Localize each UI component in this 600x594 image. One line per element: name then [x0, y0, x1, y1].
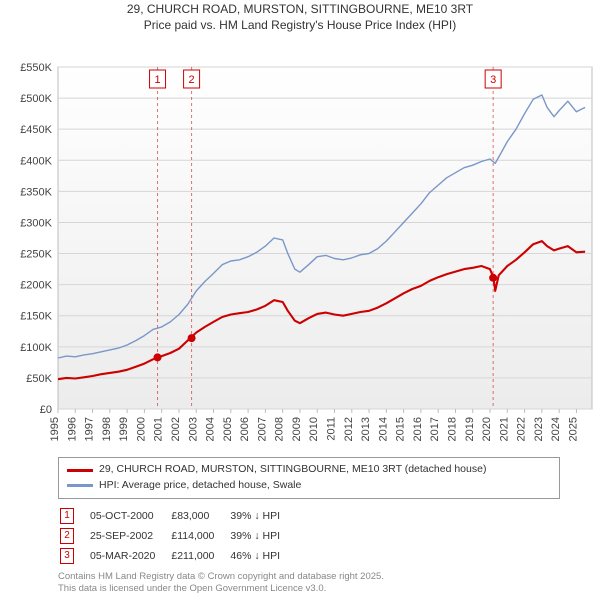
svg-text:2025: 2025 [567, 417, 579, 441]
svg-text:2021: 2021 [498, 417, 510, 441]
svg-text:2020: 2020 [481, 417, 493, 441]
legend-swatch-price [67, 469, 93, 472]
title-line2: Price paid vs. HM Land Registry's House … [144, 18, 456, 32]
footer-line2: This data is licensed under the Open Gov… [58, 583, 326, 594]
svg-text:£150K: £150K [20, 311, 52, 323]
svg-text:2016: 2016 [412, 417, 424, 441]
svg-text:2024: 2024 [550, 417, 562, 441]
svg-text:£200K: £200K [20, 280, 52, 292]
chart-area: £0 £50K £100K £150K £200K £250K £300K £350K £400… [0, 33, 600, 453]
svg-text:£300K: £300K [20, 218, 52, 230]
svg-text:2019: 2019 [464, 417, 476, 441]
sale-delta: 39% ↓ HPI [230, 507, 294, 525]
chart-title: 29, CHURCH ROAD, MURSTON, SITTINGBOURNE,… [0, 2, 600, 33]
svg-text:£50K: £50K [26, 373, 52, 385]
sale-date: 25-SEP-2002 [90, 527, 169, 545]
footer: Contains HM Land Registry data © Crown c… [58, 571, 600, 594]
svg-text:£550K: £550K [20, 62, 52, 74]
legend-swatch-hpi [67, 484, 93, 487]
svg-text:2002: 2002 [170, 417, 182, 441]
marker-badge: 2 [60, 528, 74, 544]
sale-date: 05-OCT-2000 [90, 507, 169, 525]
sale-price: £114,000 [171, 527, 228, 545]
svg-text:2011: 2011 [326, 417, 338, 441]
svg-text:£0: £0 [40, 404, 52, 416]
svg-text:2023: 2023 [533, 417, 545, 441]
svg-text:2: 2 [189, 74, 195, 86]
svg-text:2007: 2007 [256, 417, 268, 441]
svg-text:2018: 2018 [446, 417, 458, 441]
svg-text:£500K: £500K [20, 93, 52, 105]
svg-text:1: 1 [154, 74, 160, 86]
svg-text:2013: 2013 [360, 417, 372, 441]
legend: 29, CHURCH ROAD, MURSTON, SITTINGBOURNE,… [58, 457, 560, 499]
svg-text:2005: 2005 [222, 417, 234, 441]
legend-label-price: 29, CHURCH ROAD, MURSTON, SITTINGBOURNE,… [99, 462, 486, 478]
sale-date: 05-MAR-2020 [90, 547, 169, 565]
svg-text:£100K: £100K [20, 342, 52, 354]
svg-text:2009: 2009 [291, 417, 303, 441]
legend-label-hpi: HPI: Average price, detached house, Swal… [99, 478, 301, 494]
legend-row-price: 29, CHURCH ROAD, MURSTON, SITTINGBOURNE,… [67, 462, 551, 478]
legend-row-hpi: HPI: Average price, detached house, Swal… [67, 478, 551, 494]
svg-text:2003: 2003 [187, 417, 199, 441]
svg-text:1998: 1998 [101, 417, 113, 441]
svg-text:2000: 2000 [135, 417, 147, 441]
svg-text:£400K: £400K [20, 155, 52, 167]
sale-price: £211,000 [171, 547, 228, 565]
svg-text:3: 3 [490, 74, 496, 86]
sales-table: 1 05-OCT-2000£83,00039% ↓ HPI 2 25-SEP-2002… [58, 505, 296, 567]
svg-text:2001: 2001 [153, 417, 165, 441]
svg-text:2008: 2008 [274, 417, 286, 441]
svg-text:1995: 1995 [49, 417, 61, 441]
svg-text:2015: 2015 [395, 417, 407, 441]
footer-line1: Contains HM Land Registry data © Crown c… [58, 571, 384, 582]
svg-text:£450K: £450K [20, 124, 52, 136]
marker-badge: 1 [60, 508, 74, 524]
svg-text:2006: 2006 [239, 417, 251, 441]
title-line1: 29, CHURCH ROAD, MURSTON, SITTINGBOURNE,… [127, 2, 473, 16]
svg-text:2017: 2017 [429, 417, 441, 441]
svg-text:£350K: £350K [20, 187, 52, 199]
marker-badge: 3 [60, 548, 74, 564]
svg-text:2004: 2004 [205, 417, 217, 441]
sales-row: 2 25-SEP-2002£114,00039% ↓ HPI [60, 527, 294, 545]
sale-delta: 46% ↓ HPI [230, 547, 294, 565]
svg-text:2010: 2010 [308, 417, 320, 441]
svg-text:1996: 1996 [66, 417, 78, 441]
svg-text:2022: 2022 [516, 417, 528, 441]
sales-row: 3 05-MAR-2020£211,00046% ↓ HPI [60, 547, 294, 565]
sale-delta: 39% ↓ HPI [230, 527, 294, 545]
sales-row: 1 05-OCT-2000£83,00039% ↓ HPI [60, 507, 294, 525]
svg-text:1999: 1999 [118, 417, 130, 441]
svg-text:2014: 2014 [377, 417, 389, 441]
svg-text:2012: 2012 [343, 417, 355, 441]
sale-price: £83,000 [171, 507, 228, 525]
svg-text:£250K: £250K [20, 249, 52, 261]
svg-text:1997: 1997 [84, 417, 96, 441]
